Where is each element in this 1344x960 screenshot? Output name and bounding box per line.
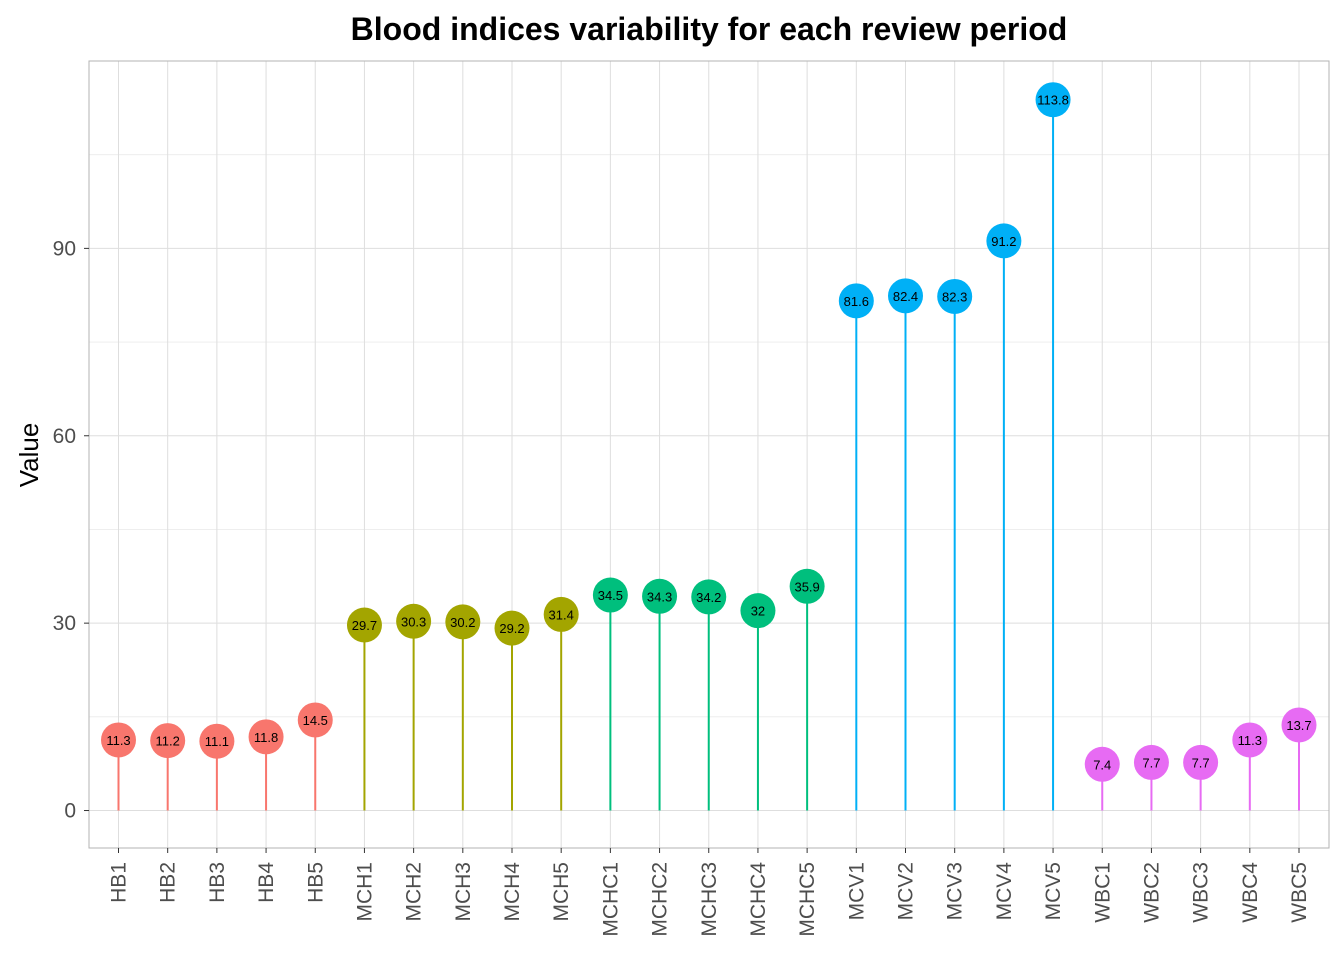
x-tick-label: MCHC1 xyxy=(599,862,622,937)
data-label: 7.7 xyxy=(1142,755,1160,770)
lollipop-point xyxy=(1133,744,1169,780)
data-label: 11.3 xyxy=(1238,733,1262,748)
data-label: 7.7 xyxy=(1192,755,1210,770)
x-tick-label: MCHC2 xyxy=(649,862,672,937)
lollipop-point xyxy=(396,603,432,639)
lollipop-point xyxy=(789,568,825,604)
lollipop-point xyxy=(248,719,284,755)
lollipop-point xyxy=(937,278,973,314)
data-label: 30.3 xyxy=(401,614,426,629)
x-tick-label: WBC4 xyxy=(1239,862,1262,923)
x-tick-label: MCV2 xyxy=(895,862,918,920)
data-label: 34.2 xyxy=(696,590,721,605)
y-tick-label: 0 xyxy=(64,800,76,823)
x-tick-label: MCV3 xyxy=(944,862,967,920)
x-tick-label: MCHC4 xyxy=(747,862,770,937)
lollipop-point xyxy=(691,579,727,615)
data-label: 29.7 xyxy=(352,618,377,633)
data-label: 35.9 xyxy=(794,579,819,594)
x-tick-label: MCHC3 xyxy=(698,862,721,937)
plot-area: 0 30 60 90 HB1 HB2 HB3 HB4 HB5 MCH1 MCH2 MCH3 MCH4 MC… xyxy=(53,60,1330,937)
lollipop-point xyxy=(986,223,1022,259)
x-tick-label: MCV4 xyxy=(993,862,1016,921)
x-tick-label: WBC1 xyxy=(1091,862,1114,923)
data-label: 31.4 xyxy=(549,607,574,622)
data-label: 91.2 xyxy=(991,234,1016,249)
x-tick-label: HB4 xyxy=(255,862,278,903)
lollipop-point xyxy=(199,723,235,759)
lollipop-point xyxy=(888,278,923,314)
x-tick-label: MCV5 xyxy=(1042,862,1065,920)
data-label: 34.3 xyxy=(647,589,672,604)
lollipop-point xyxy=(1232,722,1268,758)
data-label: 82.3 xyxy=(942,289,967,304)
data-label: 34.5 xyxy=(598,588,623,603)
x-tick-label: MCH5 xyxy=(550,862,573,922)
data-label: 30.2 xyxy=(450,615,475,630)
lollipop-point xyxy=(346,607,382,643)
lollipop-point xyxy=(445,604,481,640)
data-label: 29.2 xyxy=(499,621,524,636)
lollipop-point xyxy=(1183,744,1219,780)
x-tick-label: WBC2 xyxy=(1140,862,1163,923)
lollipop-point xyxy=(740,593,776,629)
x-tick-label: WBC5 xyxy=(1288,862,1311,923)
lollipop-point xyxy=(101,722,136,758)
data-label: 81.6 xyxy=(844,294,869,309)
data-label: 11.8 xyxy=(254,730,278,745)
x-tick-label: HB1 xyxy=(108,862,131,903)
lollipop-point xyxy=(494,610,530,646)
y-axis-label: Value xyxy=(14,423,44,488)
x-tick-label: WBC3 xyxy=(1190,862,1213,923)
x-tick-label: MCH3 xyxy=(452,862,475,922)
lollipop-point xyxy=(1281,707,1317,743)
data-label: 32 xyxy=(751,604,765,619)
lollipop-point xyxy=(838,283,874,319)
y-tick-label: 90 xyxy=(53,237,76,260)
lollipop-point xyxy=(642,578,678,614)
data-label: 11.3 xyxy=(106,733,130,748)
data-label: 7.4 xyxy=(1093,757,1111,772)
data-label: 11.1 xyxy=(205,734,229,749)
data-label: 11.2 xyxy=(156,734,180,749)
x-tick-label: MCHC5 xyxy=(796,862,819,937)
x-tick-label: HB3 xyxy=(206,862,229,903)
data-label: 13.7 xyxy=(1286,718,1311,733)
x-tick-label: HB5 xyxy=(304,862,327,903)
lollipop-point xyxy=(1035,82,1071,118)
x-tick-label: HB2 xyxy=(157,862,180,903)
lollipop-point xyxy=(1084,746,1120,782)
x-tick-label: MCH4 xyxy=(501,862,524,922)
data-label: 82.4 xyxy=(893,289,918,304)
lollipop-point xyxy=(297,702,333,738)
lollipop-point xyxy=(150,723,186,759)
y-tick-label: 30 xyxy=(53,612,76,635)
lollipop-point xyxy=(543,596,579,632)
x-tick-label: MCH1 xyxy=(353,862,376,922)
x-tick-label: MCV1 xyxy=(845,862,868,920)
chart-title: Blood indices variability for each revie… xyxy=(351,11,1068,47)
x-tick-label: MCH2 xyxy=(403,862,426,922)
data-label: 113.8 xyxy=(1037,93,1069,108)
lollipop-point xyxy=(592,577,628,613)
data-label: 14.5 xyxy=(303,713,328,728)
y-tick-label: 60 xyxy=(53,425,76,448)
